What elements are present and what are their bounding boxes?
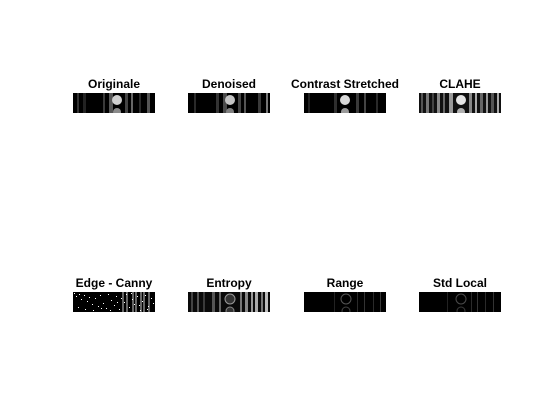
- image-edge-canny: [73, 292, 155, 312]
- panel-range: Range: [304, 276, 386, 312]
- panel-entropy: Entropy: [188, 276, 270, 312]
- panel-title-clahe: CLAHE: [439, 77, 481, 91]
- image-clahe-graphic: [419, 93, 501, 113]
- image-contrast-stretched-graphic: [304, 93, 386, 113]
- image-edge-canny-graphic: [73, 292, 155, 312]
- panel-contrast-stretched: Contrast Stretched: [291, 77, 399, 113]
- panel-title-denoised: Denoised: [201, 77, 256, 91]
- image-entropy-graphic: [188, 292, 270, 312]
- image-entropy: [188, 292, 270, 312]
- image-std-local-graphic: [419, 292, 501, 312]
- image-denoised-graphic: [188, 93, 270, 113]
- panel-title-std-local: Std Local: [432, 276, 487, 290]
- panel-title-range: Range: [326, 276, 364, 290]
- image-originale-graphic: [73, 93, 155, 113]
- panel-std-local: Std Local: [419, 276, 501, 312]
- image-originale: [73, 93, 155, 113]
- image-contrast-stretched: [304, 93, 386, 113]
- panel-title-originale: Originale: [87, 77, 140, 91]
- panel-edge-canny: Edge - Canny: [73, 276, 155, 312]
- panel-denoised: Denoised: [188, 77, 270, 113]
- panel-title-edge-canny: Edge - Canny: [75, 276, 153, 290]
- panel-originale: Originale: [73, 77, 155, 113]
- image-clahe: [419, 93, 501, 113]
- image-range-graphic: [304, 292, 386, 312]
- panel-title-contrast-stretched: Contrast Stretched: [290, 77, 400, 91]
- panel-clahe: CLAHE: [419, 77, 501, 113]
- image-denoised: [188, 93, 270, 113]
- panel-title-entropy: Entropy: [206, 276, 252, 290]
- image-std-local: [419, 292, 501, 312]
- image-range: [304, 292, 386, 312]
